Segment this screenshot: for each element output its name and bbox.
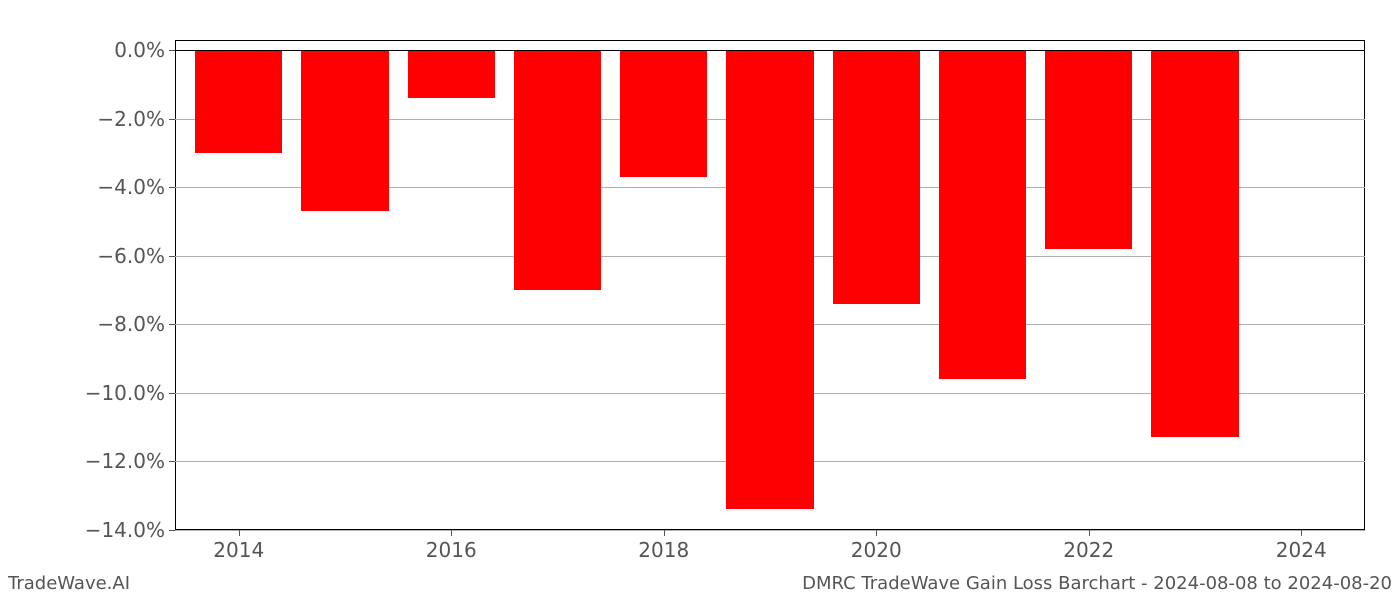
footer-right-text: DMRC TradeWave Gain Loss Barchart - 2024… — [802, 573, 1392, 594]
y-tick-label: −14.0% — [85, 518, 175, 542]
gridline-y — [175, 530, 1365, 531]
bar — [939, 50, 1026, 379]
plot-area: 0.0%−2.0%−4.0%−6.0%−8.0%−10.0%−12.0%−14.… — [175, 40, 1365, 530]
axis-spine-top — [175, 40, 1365, 41]
y-tick-label: 0.0% — [114, 38, 175, 62]
y-tick-label: −8.0% — [97, 312, 175, 336]
zero-line — [175, 50, 1365, 51]
axis-spine-left — [175, 40, 176, 530]
x-tick-label: 2018 — [638, 530, 689, 562]
bar — [1151, 50, 1238, 437]
x-tick-label: 2022 — [1063, 530, 1114, 562]
bar — [620, 50, 707, 177]
bar — [726, 50, 813, 509]
x-tick-label: 2024 — [1276, 530, 1327, 562]
x-tick-label: 2020 — [851, 530, 902, 562]
bar — [408, 50, 495, 98]
bar — [833, 50, 920, 304]
y-tick-label: −6.0% — [97, 244, 175, 268]
footer-left-text: TradeWave.AI — [8, 573, 130, 594]
bar — [195, 50, 282, 153]
x-tick-label: 2016 — [426, 530, 477, 562]
y-tick-label: −12.0% — [85, 449, 175, 473]
y-tick-label: −2.0% — [97, 107, 175, 131]
bar — [1045, 50, 1132, 249]
bar — [301, 50, 388, 211]
y-tick-label: −10.0% — [85, 381, 175, 405]
chart-container: 0.0% −2.0% −4.0% −6.0% −8.0% −10.0% −12.0% −14.… — [0, 0, 1400, 600]
y-tick-label: −4.0% — [97, 175, 175, 199]
axis-spine-right — [1364, 40, 1365, 530]
x-tick-label: 2014 — [213, 530, 264, 562]
bar — [514, 50, 601, 290]
